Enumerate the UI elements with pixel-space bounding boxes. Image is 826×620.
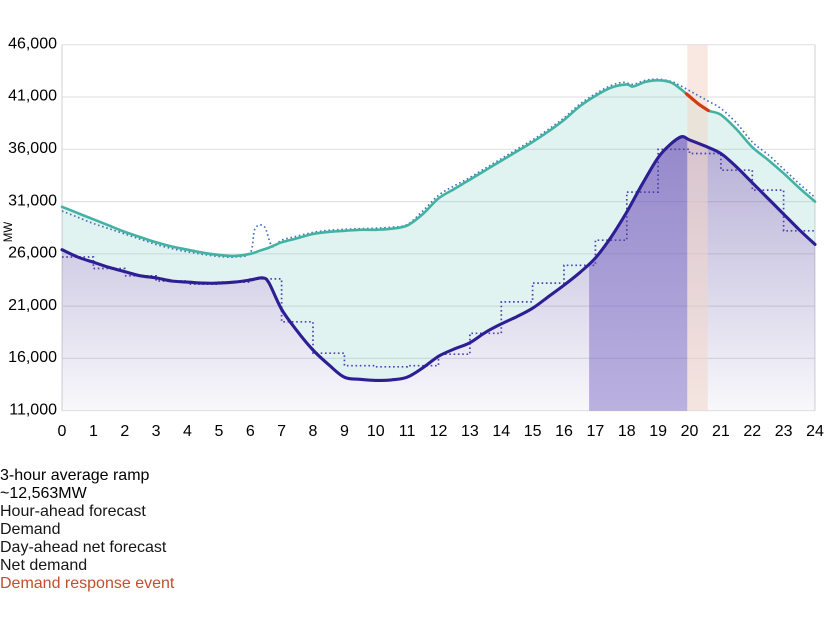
svg-text:15: 15: [524, 423, 542, 440]
svg-text:10: 10: [367, 423, 385, 440]
ramp-annotation-box: 3-hour average ramp ~12,563MW: [0, 467, 826, 503]
svg-text:7: 7: [277, 423, 286, 440]
legend-label: Demand: [0, 521, 61, 538]
legend-item-demand-response-event: Demand response event: [0, 575, 826, 593]
chart-legend: Hour-ahead forecast Demand Day-ahead net f…: [0, 503, 826, 620]
svg-text:2: 2: [120, 423, 129, 440]
net-demand-line: [60, 135, 817, 382]
svg-text:13: 13: [461, 423, 479, 440]
legend-item-demand: Demand: [0, 521, 826, 539]
y-axis-labels: 46,000 41,000 36,000 31,000 26,000 21,000 16,0…: [8, 35, 57, 418]
svg-text:9: 9: [340, 423, 349, 440]
svg-text:24: 24: [806, 423, 824, 440]
x-axis-labels: 0 1 2 3 4 5 6 7 8 9 10 11 12 13 14 15 16 17 18 19 20 21 22 23 24: [58, 423, 824, 440]
svg-text:11,000: 11,000: [9, 401, 57, 418]
legend-divider: [0, 593, 826, 620]
svg-text:18: 18: [618, 423, 636, 440]
legend-label: Day-ahead net forecast: [0, 539, 167, 556]
legend-item-day-ahead-net-forecast: Day-ahead net forecast: [0, 539, 826, 557]
svg-text:16,000: 16,000: [8, 349, 57, 366]
svg-text:16: 16: [555, 423, 573, 440]
demand-net-demand-chart: 46,000 41,000 36,000 31,000 26,000 21,000 16,0…: [3, 35, 824, 440]
svg-text:21: 21: [712, 423, 730, 440]
svg-text:19: 19: [649, 423, 667, 440]
demand-area: [62, 80, 815, 381]
svg-text:36,000: 36,000: [8, 140, 57, 157]
svg-text:21,000: 21,000: [8, 297, 57, 314]
legend-label: Demand response event: [0, 575, 175, 592]
legend-item-net-demand: Net demand: [0, 557, 826, 575]
svg-text:20: 20: [681, 423, 699, 440]
svg-text:3: 3: [152, 423, 161, 440]
hour-ahead-forecast-line: [61, 78, 816, 259]
svg-text:14: 14: [492, 423, 510, 440]
legend-label: Hour-ahead forecast: [0, 503, 146, 520]
ramp-annotation-line1: 3-hour average ramp: [0, 467, 150, 484]
svg-text:1: 1: [89, 423, 98, 440]
demand-response-event-band: [687, 44, 708, 411]
svg-text:23: 23: [775, 423, 793, 440]
svg-text:4: 4: [183, 423, 192, 440]
svg-text:0: 0: [58, 423, 67, 440]
ramp-annotation-line2: ~12,563MW: [0, 485, 87, 502]
y-axis-title: MW: [3, 222, 15, 243]
svg-text:5: 5: [214, 423, 223, 440]
svg-text:8: 8: [309, 423, 318, 440]
legend-item-hour-ahead-forecast: Hour-ahead forecast: [0, 503, 826, 521]
svg-text:26,000: 26,000: [8, 245, 57, 262]
net-demand-area: [62, 136, 815, 411]
day-ahead-net-forecast-line: [62, 148, 815, 368]
svg-text:31,000: 31,000: [8, 192, 57, 209]
svg-text:41,000: 41,000: [8, 88, 57, 105]
svg-text:22: 22: [743, 423, 761, 440]
svg-text:12: 12: [430, 423, 448, 440]
ramp-highlight-region: [589, 136, 688, 411]
svg-text:17: 17: [587, 423, 605, 440]
svg-text:11: 11: [399, 423, 416, 440]
legend-label: Net demand: [0, 557, 88, 574]
svg-text:46,000: 46,000: [8, 35, 57, 52]
svg-text:6: 6: [246, 423, 255, 440]
demand-response-reduction-line: [684, 92, 710, 113]
